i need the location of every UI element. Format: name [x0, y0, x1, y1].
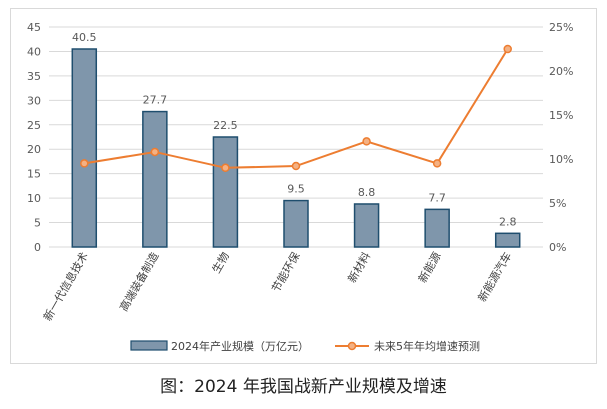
y-left-tick-label: 5 [34, 217, 41, 230]
bar-data-label: 22.5 [213, 119, 238, 132]
growth-point [503, 44, 512, 54]
growth-point [362, 137, 371, 146]
bar [212, 136, 239, 248]
legend-bar-swatch [130, 340, 168, 351]
y-left-tick-label: 40 [27, 45, 41, 58]
bar-data-label: 27.7 [143, 94, 168, 107]
y-right-tick-label: 0% [549, 241, 566, 254]
bar-data-label: 40.5 [72, 31, 97, 44]
bar-data-label: 8.8 [358, 186, 376, 199]
y-left-tick-label: 20 [27, 143, 41, 156]
chart-frame: 0 5 10 15 20 25 30 35 40 45 0% 5% 10% 15% 20% 25% 40.5 27… [10, 8, 597, 364]
bar [494, 232, 521, 248]
bar-data-label: 9.5 [287, 183, 305, 196]
y-left-tick-label: 15 [27, 168, 41, 181]
y-left-tick-label: 35 [27, 70, 41, 83]
bar [283, 199, 309, 248]
growth-point [432, 159, 442, 168]
growth-point [291, 161, 301, 171]
bar [71, 48, 98, 248]
chart-svg: 0 5 10 15 20 25 30 35 40 45 0% 5% 10% 15% 20% 25% 40.5 27… [27, 21, 573, 353]
y-left-tick-label: 25 [27, 119, 41, 132]
bar [424, 208, 450, 248]
growth-point [150, 147, 160, 157]
x-category-label: 生物 [209, 250, 232, 276]
y-left-tick-label: 45 [27, 21, 41, 34]
x-category-label: 节能环保 [268, 250, 302, 295]
bar-data-label: 2.8 [499, 215, 517, 228]
y-right-tick-label: 5% [549, 197, 566, 210]
y-left-tick-label: 10 [27, 192, 41, 205]
bar-data-label: 7.7 [428, 191, 446, 204]
y-right-tick-label: 10% [549, 153, 573, 166]
x-category-label: 新材料 [345, 250, 374, 286]
bar [353, 203, 380, 248]
legend-line-label: 未来5年年均增速预测 [374, 339, 480, 353]
chart-caption: 图：2024 年我国战新产业规模及增速 [160, 377, 447, 397]
x-category-label: 新一代信息技术 [40, 250, 91, 324]
y-right-tick-label: 15% [549, 109, 573, 122]
x-category-label: 新能源汽车 [475, 250, 515, 305]
x-category-label: 新能源 [415, 250, 444, 286]
x-category-label: 高端装备制造 [116, 250, 161, 314]
growth-point [80, 159, 89, 168]
y-right-tick-label: 25% [549, 21, 573, 34]
legend-bar-label: 2024年产业规模（万亿元） [171, 339, 309, 353]
y-left-tick-label: 0 [34, 241, 41, 254]
bar [142, 110, 168, 248]
legend-line-marker [347, 341, 357, 351]
y-right-tick-label: 20% [549, 65, 573, 78]
y-left-tick-label: 30 [27, 94, 41, 107]
growth-point [221, 163, 230, 173]
